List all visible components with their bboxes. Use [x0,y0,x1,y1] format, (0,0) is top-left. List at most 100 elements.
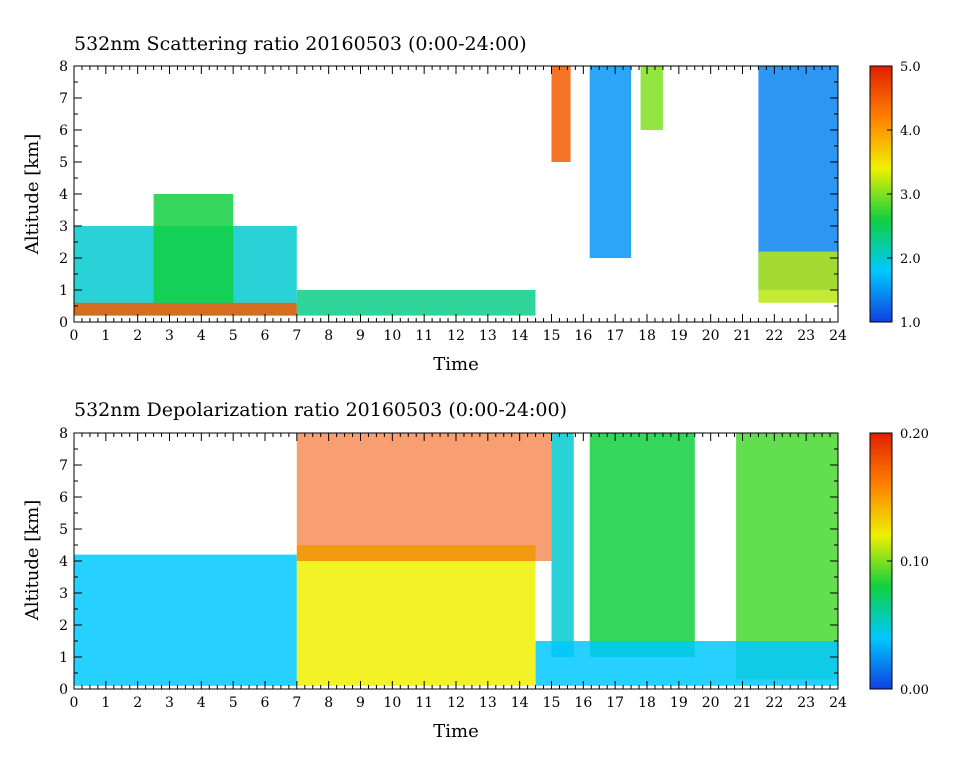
x-tick-label: 19 [670,695,688,711]
x-tick-label: 11 [415,695,433,711]
y-tick-label: 5 [59,522,68,538]
x-tick-label: 6 [261,695,270,711]
colorbar-tick-label: 1.0 [900,316,921,331]
x-tick-label: 21 [734,695,752,711]
y-tick-label: 4 [59,187,68,203]
y-tick-label: 2 [59,251,68,267]
y-tick-label: 8 [59,59,68,75]
x-tick-label: 12 [447,695,465,711]
x-tick-label: 22 [765,695,783,711]
colorbar-tick-label: 5.0 [900,60,921,75]
x-tick-label: 24 [829,695,847,711]
heatmap-feature-elevated-aerosol [153,194,234,303]
heatmap-feature-low-level [535,641,838,686]
x-tick-label: 3 [165,695,174,711]
colorbar: 0.00 0.10 0.20 [869,427,929,698]
colorbar-tick-label: 3.0 [900,188,921,203]
x-tick-label: 16 [574,328,592,344]
x-tick-label: 20 [702,328,720,344]
x-tick-label: 22 [765,328,783,344]
y-axis-label: Altitude [km] [22,500,43,622]
heatmap-feature-boundary-layer [758,251,838,303]
heatmap-feature-boundary-layer [296,290,536,316]
colorbar-tick-label: 2.0 [900,252,921,267]
x-tick-label: 18 [638,328,656,344]
heatmap-feature-cirrus [640,66,663,130]
x-tick-label: 16 [574,695,592,711]
x-tick-label: 10 [383,328,401,344]
heatmap-feature-cirrus [589,66,632,258]
x-tick-label: 9 [356,328,365,344]
x-tick-label: 18 [638,695,656,711]
y-tick-label: 0 [59,315,68,331]
x-tick-label: 4 [197,328,206,344]
x-tick-label: 5 [229,328,238,344]
x-tick-label: 19 [670,328,688,344]
x-tick-label: 20 [702,695,720,711]
x-tick-label: 14 [511,695,529,711]
heatmap-cells [74,66,838,316]
x-tick-label: 0 [70,328,79,344]
x-tick-label: 13 [479,328,497,344]
chart-title: 532nm Scattering ratio 20160503 (0:00-24… [74,33,527,55]
heatmap-feature-cirrus [589,433,695,657]
y-tick-label: 0 [59,682,68,698]
y-axis-label: Altitude [km] [22,134,43,256]
x-tick-label: 4 [197,695,206,711]
heatmap-feature-cirrus [551,66,571,162]
x-tick-label: 2 [133,328,142,344]
y-tick-label: 7 [59,458,68,474]
x-tick-label: 1 [101,695,110,711]
heatmap-feature-dust-layer [296,545,536,686]
x-tick-label: 0 [70,695,79,711]
x-tick-label: 10 [383,695,401,711]
plot-area: 0 1 2 3 4 5 6 7 8 9 10 11 12 13 14 15 16 17 18 19 20 21 22 23 24… [59,426,847,711]
heatmap-cells [74,433,838,686]
colorbar-tick-label: 4.0 [900,124,921,139]
x-tick-label: 21 [734,328,752,344]
x-axis-label: Time [433,354,478,375]
y-tick-label: 2 [59,618,68,634]
x-axis-label: Time [433,721,478,742]
y-tick-label: 3 [59,219,68,235]
x-tick-label: 23 [797,328,815,344]
x-tick-label: 7 [292,328,301,344]
heatmap-feature-cirrus [551,433,574,657]
x-tick-label: 14 [511,328,529,344]
heatmap-feature-surface-layer [74,302,297,316]
x-tick-label: 23 [797,695,815,711]
depolarization-ratio-panel: 532nm Depolarization ratio 20160503 (0:0… [22,399,929,742]
y-tick-label: 1 [59,650,68,666]
y-tick-label: 5 [59,155,68,171]
y-tick-label: 1 [59,283,68,299]
colorbar-tick-label: 0.00 [900,683,929,698]
heatmap-feature-cirrus [736,433,838,680]
x-tick-label: 17 [606,695,624,711]
x-tick-label: 9 [356,695,365,711]
y-tick-label: 3 [59,586,68,602]
y-tick-label: 6 [59,123,68,139]
x-tick-label: 6 [261,328,270,344]
x-tick-label: 2 [133,695,142,711]
chart-title: 532nm Depolarization ratio 20160503 (0:0… [74,399,567,421]
x-tick-label: 8 [324,695,333,711]
scattering-ratio-panel: 532nm Scattering ratio 20160503 (0:00-24… [22,33,921,375]
colorbar-tick-label: 0.10 [900,555,929,570]
colorbar: 1.0 2.0 3.0 4.0 5.0 [869,60,921,331]
x-tick-label: 11 [415,328,433,344]
x-tick-label: 3 [165,328,174,344]
heatmap-feature-noise-region [296,433,552,561]
x-tick-label: 15 [543,328,561,344]
heatmap-feature-aerosol-layer [74,554,297,686]
colorbar-tick-label: 0.20 [900,427,929,442]
y-tick-label: 4 [59,554,68,570]
y-tick-label: 6 [59,490,68,506]
x-tick-label: 24 [829,328,847,344]
x-tick-label: 17 [606,328,624,344]
x-tick-label: 8 [324,328,333,344]
x-tick-label: 15 [543,695,561,711]
x-tick-label: 5 [229,695,238,711]
x-tick-label: 13 [479,695,497,711]
x-tick-label: 7 [292,695,301,711]
